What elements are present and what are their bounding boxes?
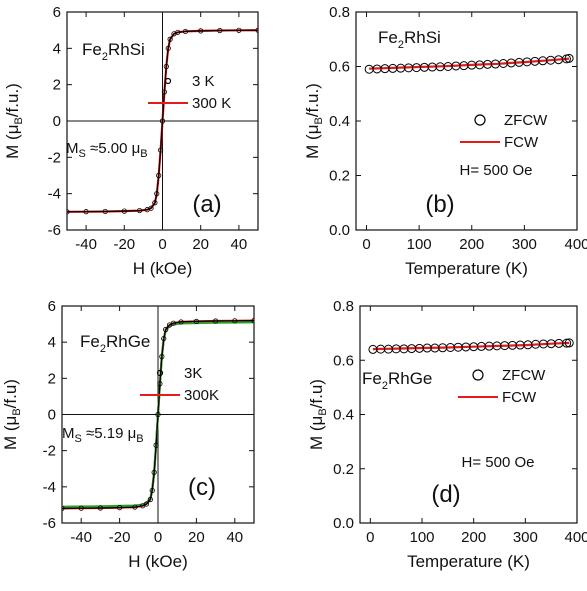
legend-marker [156,369,164,377]
compound-label: Fe2RhSi [82,40,145,63]
y-tick-label: 4 [48,334,56,351]
y-tick-label: 0 [48,407,56,424]
x-tick-label: 100 [407,236,432,253]
x-tick-label: 40 [231,236,248,253]
y-tick-label: 6 [53,4,61,21]
legend-marker [164,77,172,85]
x-axis-label: H (kOe) [133,259,193,278]
panel-d: 0 100 200 300 400 0.0 0.2 0.4 0.6 0.8 Temperature … [307,298,587,571]
x-tick-label: 200 [459,236,484,253]
x-tick-label: 0 [154,529,162,546]
legend-label: 3 K [192,73,215,90]
y-tick-label: -6 [43,515,56,532]
legend: ZFCW FCW [458,367,546,406]
compound-label: Fe2RhGe [80,332,150,355]
x-tick-label: 20 [192,236,209,253]
x-tick-label: 0 [366,529,374,546]
y-tick-label: 0.4 [333,407,354,424]
y-tick-label: 2 [48,370,56,387]
panel-label: (c) [188,474,216,501]
panel-label: (a) [192,191,221,218]
x-tick-label: 100 [409,529,434,546]
x-tick-label: 400 [564,236,587,253]
y-tick-label: -4 [48,186,61,203]
x-tick-label: 300 [513,529,538,546]
legend-marker [474,114,486,126]
compound-label: Fe2RhGe [362,369,432,392]
panel-label: (b) [425,191,454,218]
x-tick-label: 200 [461,529,486,546]
data-area [364,53,574,74]
x-tick-label: 0 [158,236,166,253]
field-note: H= 500 Oe [462,454,535,471]
y-tick-label: 0.4 [329,113,350,130]
y-tick-label: 6 [48,298,56,315]
legend-label: ZFCW [502,367,546,384]
legend-label: 3K [184,365,202,382]
y-tick-label: 4 [53,40,61,57]
x-tick-label: 300 [512,236,537,253]
series-point [148,205,154,211]
y-tick-label: -2 [43,443,56,460]
legend-marker [472,369,484,381]
field-note: H= 500 Oe [460,162,533,179]
x-tick-label: 0 [362,236,370,253]
legend: 3 K 300 K [148,73,231,112]
x-axis-label: Temperature (K) [405,259,528,278]
ms-note: MS ≈5.19 μB [62,425,144,445]
legend-label: ZFCW [504,112,548,129]
legend-label: 300 K [192,95,231,112]
y-tick-label: 2 [53,77,61,94]
y-tick-label: 0 [53,113,61,130]
x-tick-label: -40 [70,529,92,546]
y-tick-label: 0.8 [329,4,350,21]
y-tick-label: 0.8 [333,298,354,315]
series-line-1 [369,57,570,70]
y-axis-label: M (μB/f.u) [307,379,329,450]
y-tick-label: 0.2 [333,461,354,478]
series-line-1 [372,341,570,351]
y-axis-label: M (μB/f.u) [1,379,23,450]
legend: 3K 300K [140,365,219,404]
y-axis-label: M (μB/f.u.) [3,83,25,159]
y-tick-label: -4 [43,479,56,496]
data-area [67,27,258,215]
legend: ZFCW FCW [460,112,548,151]
y-tick-label: -2 [48,149,61,166]
x-tick-label: 40 [226,529,243,546]
compound-label: Fe2RhSi [378,28,441,51]
series-trace-0 [62,320,254,509]
legend-label: 300K [184,387,219,404]
series-point [562,338,572,348]
y-tick-label: 0.6 [329,59,350,76]
y-tick-label: -6 [48,222,61,239]
y-tick-label: 0.2 [329,168,350,185]
x-tick-label: -20 [113,236,135,253]
y-tick-label: 0.0 [329,222,350,239]
x-axis-label: H (kOe) [128,552,188,571]
series-point [143,501,150,507]
plot-frame [359,305,578,524]
x-tick-label: -20 [109,529,131,546]
y-tick-label: 0.6 [333,352,354,369]
legend-label: FCW [502,389,537,406]
data-area [368,338,574,354]
y-axis-label: M (μB/f.u.) [303,83,325,159]
series-point [564,338,574,348]
y-tick-label: 0.0 [333,515,354,532]
x-tick-label: -40 [75,236,97,253]
data-area [62,318,254,511]
series-trace-0 [67,29,258,213]
x-tick-label: 20 [188,529,205,546]
panel-b: 0 100 200 300 400 0.0 0.2 0.4 0.6 0.8 Temperature … [303,4,587,278]
series-point [564,53,574,63]
legend-label: FCW [504,134,539,151]
x-axis-label: Temperature (K) [407,552,530,571]
ms-note: MS ≈5.00 μB [66,140,148,160]
x-tick-label: 400 [564,529,587,546]
panel-label: (d) [431,481,460,508]
